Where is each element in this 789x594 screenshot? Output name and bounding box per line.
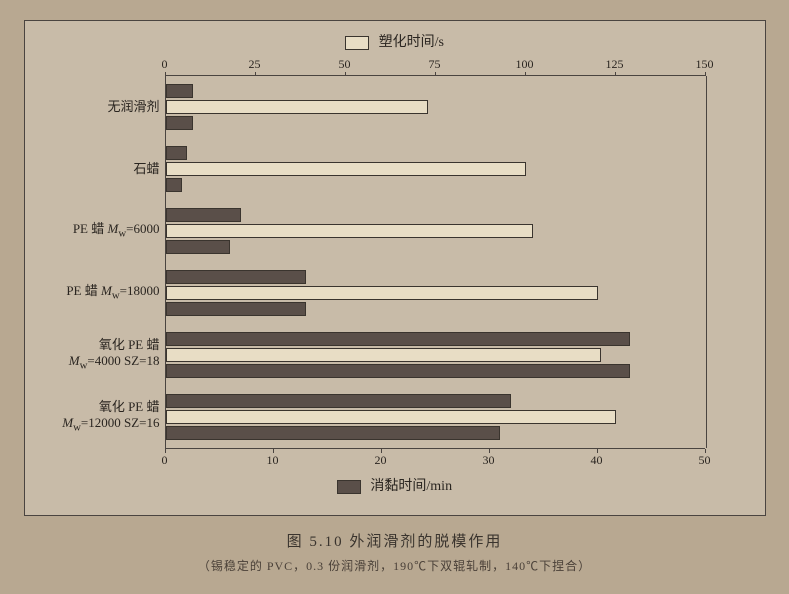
bar-stick bbox=[166, 394, 512, 408]
top-axis-label: 塑化时间/s bbox=[379, 35, 444, 50]
bar-stick-2 bbox=[166, 426, 501, 440]
bar-plast bbox=[166, 286, 598, 300]
axis-top: 0255075100125150 bbox=[165, 57, 705, 76]
tick-top: 150 bbox=[696, 57, 714, 72]
category-row: 石蜡 bbox=[166, 138, 706, 200]
category-label: 无润滑剂 bbox=[45, 99, 166, 115]
bar-plast bbox=[166, 224, 533, 238]
bar-stick-2 bbox=[166, 178, 182, 192]
tick-top: 0 bbox=[162, 57, 168, 72]
category-label: 石蜡 bbox=[45, 161, 166, 177]
category-row: PE 蜡 Mw=18000 bbox=[166, 262, 706, 324]
legend-swatch-plast bbox=[345, 36, 369, 50]
bar-stick-2 bbox=[166, 364, 630, 378]
axis-bottom: 01020304050 bbox=[165, 448, 705, 467]
tick-bottom: 40 bbox=[591, 453, 603, 468]
tick-top: 50 bbox=[339, 57, 351, 72]
category-label: 氧化 PE 蜡Mw=12000 SZ=16 bbox=[45, 399, 166, 435]
legend-swatch-stick bbox=[337, 480, 361, 494]
tick-top: 100 bbox=[516, 57, 534, 72]
bar-stick bbox=[166, 84, 193, 98]
bar-stick-2 bbox=[166, 302, 306, 316]
bar-stick bbox=[166, 270, 306, 284]
chart-container: 塑化时间/s 0255075100125150 无润滑剂石蜡PE 蜡 Mw=60… bbox=[24, 20, 766, 516]
figure-caption: 图 5.10 外润滑剂的脱模作用 bbox=[20, 530, 769, 551]
category-label: PE 蜡 Mw=18000 bbox=[45, 283, 166, 303]
bottom-legend: 消黏时间/min bbox=[45, 475, 745, 495]
figure-subcaption: （锡稳定的 PVC，0.3 份润滑剂，190℃下双辊轧制，140℃下捏合） bbox=[20, 557, 769, 574]
bar-stick-2 bbox=[166, 240, 231, 254]
tick-bottom: 30 bbox=[483, 453, 495, 468]
tick-top: 25 bbox=[249, 57, 261, 72]
tick-bottom: 20 bbox=[375, 453, 387, 468]
tick-top: 125 bbox=[606, 57, 624, 72]
bar-plast bbox=[166, 410, 616, 424]
tick-bottom: 10 bbox=[267, 453, 279, 468]
category-row: PE 蜡 Mw=6000 bbox=[166, 200, 706, 262]
category-row: 氧化 PE 蜡Mw=12000 SZ=16 bbox=[166, 386, 706, 448]
category-row: 氧化 PE 蜡Mw=4000 SZ=18 bbox=[166, 324, 706, 386]
top-legend: 塑化时间/s bbox=[45, 31, 745, 51]
bar-stick-2 bbox=[166, 116, 193, 130]
bar-plast bbox=[166, 162, 526, 176]
tick-bottom: 50 bbox=[699, 453, 711, 468]
category-row: 无润滑剂 bbox=[166, 76, 706, 138]
tick-top: 75 bbox=[429, 57, 441, 72]
category-label: PE 蜡 Mw=6000 bbox=[45, 221, 166, 241]
bar-stick bbox=[166, 208, 242, 222]
category-label: 氧化 PE 蜡Mw=4000 SZ=18 bbox=[45, 337, 166, 373]
plot-area: 无润滑剂石蜡PE 蜡 Mw=6000PE 蜡 Mw=18000氧化 PE 蜡Mw… bbox=[165, 76, 707, 448]
tick-bottom: 0 bbox=[162, 453, 168, 468]
bar-stick bbox=[166, 146, 188, 160]
bar-stick bbox=[166, 332, 630, 346]
bar-plast bbox=[166, 100, 429, 114]
bar-plast bbox=[166, 348, 602, 362]
bottom-axis-label: 消黏时间/min bbox=[370, 479, 452, 494]
